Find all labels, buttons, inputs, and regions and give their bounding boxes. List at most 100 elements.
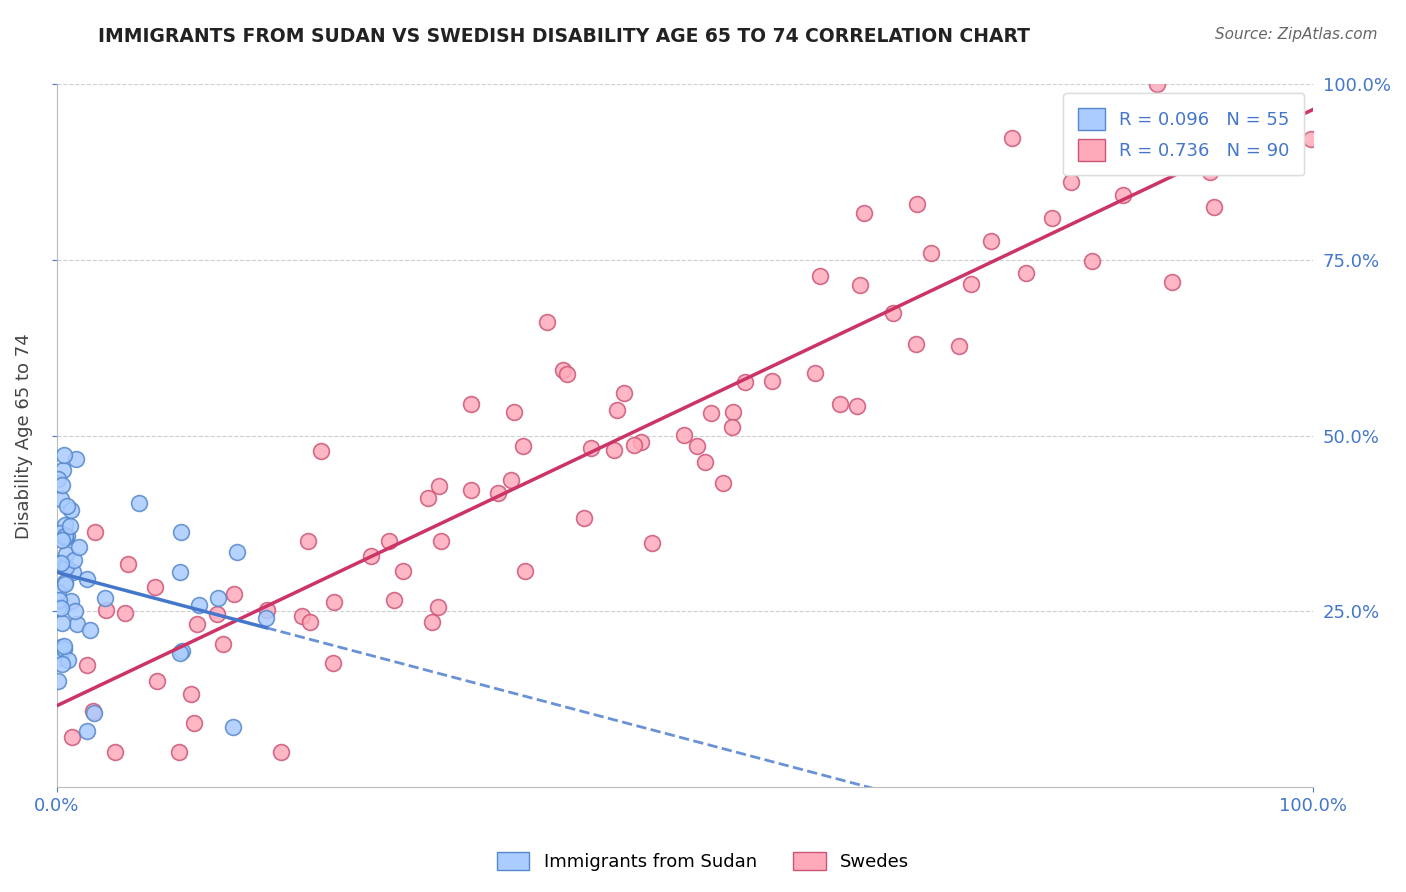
Point	[49, 491, 72, 506]
Point	[291, 608, 314, 623]
Point	[51, 533, 73, 548]
Point	[693, 455, 716, 469]
Point	[46, 585, 69, 599]
Point	[513, 565, 536, 579]
Point	[960, 277, 983, 292]
Legend: Immigrants from Sudan, Swedes: Immigrants from Sudan, Swedes	[489, 845, 917, 879]
Point	[460, 483, 482, 497]
Point	[905, 337, 928, 351]
Point	[143, 580, 166, 594]
Point	[59, 503, 82, 517]
Point	[1202, 200, 1225, 214]
Point	[224, 587, 246, 601]
Point	[117, 558, 139, 572]
Point	[94, 603, 117, 617]
Point	[76, 572, 98, 586]
Point	[460, 397, 482, 411]
Point	[322, 656, 344, 670]
Point	[613, 386, 636, 401]
Point	[52, 463, 75, 477]
Point	[53, 531, 76, 545]
Point	[503, 405, 526, 419]
Point	[673, 428, 696, 442]
Point	[721, 420, 744, 434]
Point	[1161, 275, 1184, 289]
Point	[630, 435, 652, 450]
Point	[1001, 130, 1024, 145]
Point	[222, 721, 245, 735]
Point	[853, 206, 876, 220]
Point	[53, 576, 76, 591]
Point	[391, 564, 413, 578]
Point	[49, 640, 72, 655]
Point	[79, 624, 101, 638]
Point	[55, 529, 77, 543]
Point	[1040, 211, 1063, 225]
Point	[49, 601, 72, 615]
Point	[59, 594, 82, 608]
Point	[51, 657, 73, 671]
Point	[180, 687, 202, 701]
Point	[55, 560, 77, 574]
Point	[170, 525, 193, 540]
Point	[810, 269, 832, 284]
Point	[734, 375, 756, 389]
Point	[298, 615, 321, 630]
Point	[1081, 254, 1104, 268]
Point	[205, 607, 228, 621]
Point	[183, 715, 205, 730]
Point	[56, 499, 79, 513]
Point	[1201, 105, 1223, 120]
Point	[187, 599, 209, 613]
Point	[46, 674, 69, 689]
Point	[52, 558, 75, 573]
Point	[849, 278, 872, 293]
Point	[427, 479, 450, 493]
Point	[948, 339, 970, 353]
Text: IMMIGRANTS FROM SUDAN VS SWEDISH DISABILITY AGE 65 TO 74 CORRELATION CHART: IMMIGRANTS FROM SUDAN VS SWEDISH DISABIL…	[98, 27, 1031, 45]
Point	[84, 524, 107, 539]
Point	[579, 441, 602, 455]
Point	[169, 565, 191, 579]
Point	[254, 611, 277, 625]
Point	[48, 472, 70, 486]
Point	[512, 439, 534, 453]
Point	[603, 442, 626, 457]
Point	[270, 745, 292, 759]
Point	[169, 646, 191, 660]
Point	[555, 368, 578, 382]
Point	[114, 607, 136, 621]
Point	[711, 476, 734, 491]
Point	[309, 443, 332, 458]
Point	[56, 653, 79, 667]
Point	[761, 374, 783, 388]
Point	[980, 234, 1002, 248]
Point	[65, 452, 87, 467]
Point	[384, 593, 406, 607]
Point	[882, 306, 904, 320]
Point	[427, 600, 450, 615]
Point	[63, 553, 86, 567]
Point	[169, 745, 191, 759]
Point	[55, 547, 77, 561]
Y-axis label: Disability Age 65 to 74: Disability Age 65 to 74	[15, 333, 32, 539]
Point	[128, 496, 150, 510]
Point	[536, 316, 558, 330]
Point	[828, 397, 851, 411]
Point	[499, 473, 522, 487]
Point	[1014, 266, 1036, 280]
Point	[721, 405, 744, 419]
Point	[640, 536, 662, 550]
Point	[1233, 105, 1256, 120]
Point	[62, 565, 84, 579]
Point	[104, 745, 127, 759]
Point	[53, 529, 76, 543]
Point	[430, 533, 453, 548]
Point	[623, 438, 645, 452]
Point	[804, 366, 827, 380]
Point	[59, 518, 82, 533]
Point	[170, 643, 193, 657]
Point	[1060, 176, 1083, 190]
Point	[53, 642, 76, 657]
Point	[53, 518, 76, 533]
